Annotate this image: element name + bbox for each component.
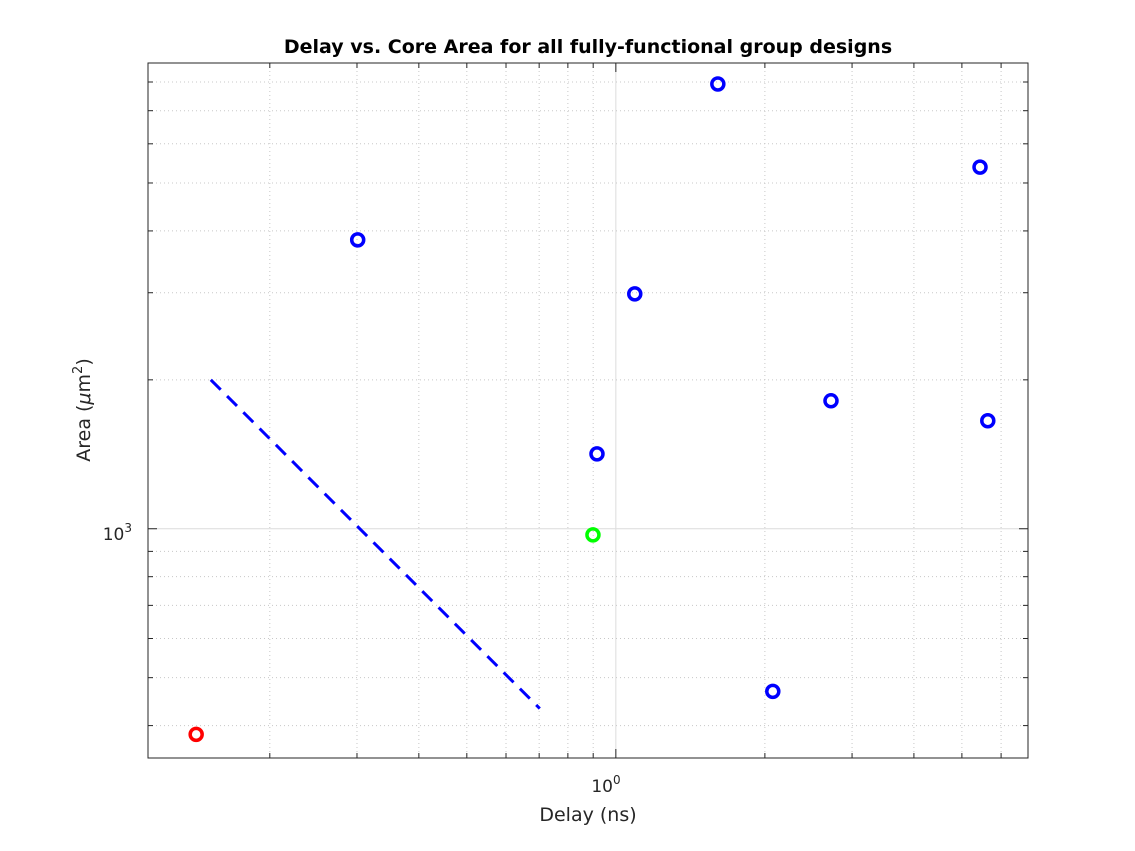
reference-line — [209, 378, 541, 710]
marks — [188, 76, 996, 743]
data-point — [765, 683, 781, 700]
data-point — [823, 393, 839, 409]
data-point — [188, 726, 204, 743]
grid — [148, 63, 1028, 758]
y-tick-label: 103 — [103, 521, 132, 545]
data-point — [585, 527, 601, 543]
data-point — [627, 286, 643, 302]
x-tick-label: 100 — [591, 773, 620, 797]
plot-area-frame — [147, 62, 1029, 759]
data-point — [980, 413, 996, 429]
data-point — [972, 159, 988, 175]
ticks — [148, 63, 1028, 758]
data-point — [710, 76, 726, 92]
y-axis-label: Area (μm2) — [71, 358, 95, 462]
chart-title: Delay vs. Core Area for all fully-functi… — [284, 36, 892, 58]
data-point — [589, 446, 605, 462]
x-axis-label: Delay (ns) — [539, 804, 636, 826]
data-point — [349, 232, 366, 248]
